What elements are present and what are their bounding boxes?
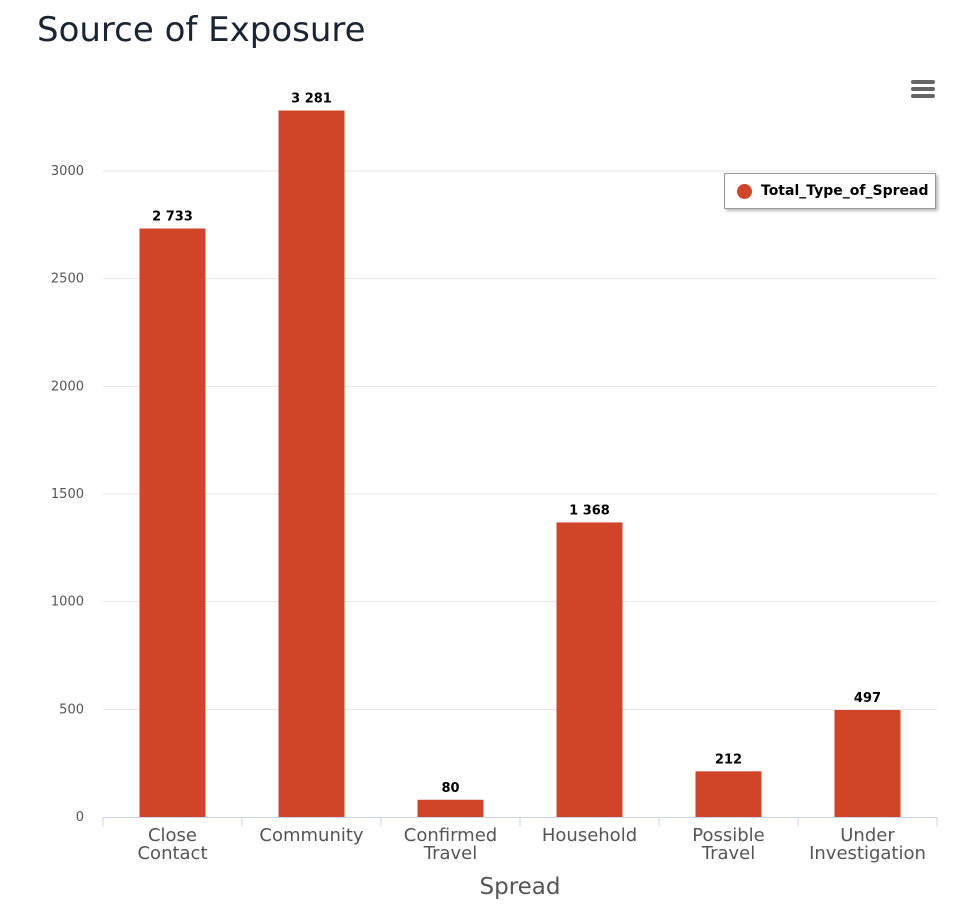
chart-title: Source of Exposure (37, 10, 366, 50)
x-tick-label: Travel (701, 843, 756, 864)
x-tick-label: Confirmed (404, 825, 497, 846)
y-tick-label: 2500 (51, 272, 84, 287)
y-tick-label: 1000 (51, 595, 84, 610)
x-tick-label: Close (148, 825, 197, 846)
bar[interactable] (139, 228, 206, 817)
data-label: 1 368 (569, 503, 610, 518)
bar[interactable] (417, 799, 484, 817)
x-axis-title: Spread (480, 874, 561, 900)
data-label: 497 (854, 691, 881, 706)
legend-marker-icon (737, 183, 752, 199)
legend-label: Total_Type_of_Spread (761, 183, 929, 199)
x-tick-label: Community (259, 825, 364, 846)
x-tick-label: Contact (137, 843, 207, 864)
y-tick-label: 500 (59, 702, 84, 717)
data-label: 212 (715, 752, 742, 767)
x-tick-label: Under (840, 825, 895, 846)
x-tick-label: Investigation (809, 843, 926, 864)
hamburger-icon-line (911, 87, 935, 91)
data-label: 3 281 (291, 91, 332, 106)
bar[interactable] (834, 709, 901, 817)
chart-menu-button[interactable] (911, 80, 935, 100)
data-label: 80 (441, 781, 459, 796)
hamburger-icon-line (911, 94, 935, 98)
hamburger-icon (911, 80, 935, 84)
bar[interactable] (556, 522, 623, 817)
y-tick-label: 0 (76, 810, 84, 825)
x-tick-label: Possible (692, 825, 764, 846)
y-tick-label: 2000 (51, 379, 84, 394)
y-tick-label: 1500 (51, 487, 84, 502)
legend-item[interactable]: Total_Type_of_Spread (724, 173, 936, 209)
x-tick-label: Travel (423, 843, 478, 864)
bar[interactable] (278, 110, 345, 817)
y-tick-label: 3000 (51, 164, 84, 179)
bar[interactable] (695, 771, 762, 817)
x-tick-label: Household (542, 825, 637, 846)
data-label: 2 733 (152, 209, 193, 224)
